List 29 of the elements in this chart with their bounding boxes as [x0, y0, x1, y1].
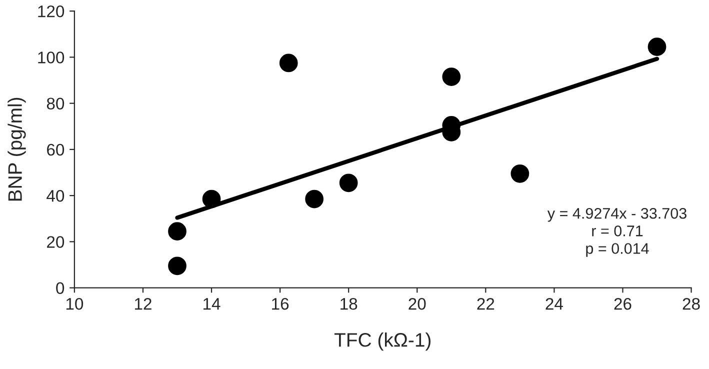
- y-tick-label: 120: [38, 5, 64, 18]
- x-tick-label: 24: [546, 298, 563, 310]
- point: [305, 190, 324, 208]
- x-tick-label: 16: [272, 298, 289, 310]
- point: [168, 222, 186, 240]
- point: [442, 68, 461, 86]
- annotation: y = 4.9274x - 33.703 r = 0.71 p = 0.014: [547, 208, 686, 257]
- point: [510, 164, 530, 183]
- x-tick-label: 12: [134, 298, 152, 310]
- point: [648, 38, 666, 56]
- y-tick-label: 40: [46, 190, 64, 202]
- y-tick-label: 100: [38, 52, 64, 64]
- y-axis-title: BNP (pg/ml): [8, 98, 26, 201]
- point: [202, 190, 221, 208]
- x-tick-label: 20: [408, 298, 426, 310]
- x-axis-title: TFC (kΩ-1): [334, 332, 431, 351]
- point: [339, 174, 358, 192]
- point: [168, 256, 186, 276]
- x-tick-label: 10: [66, 298, 84, 310]
- y-tick-label: 20: [47, 236, 64, 248]
- x-tick-label: 26: [614, 298, 632, 310]
- y-tick-label: 60: [47, 144, 64, 156]
- y-tick-label: 80: [46, 98, 64, 110]
- x-tick-label: 18: [340, 298, 358, 310]
- y-tick-label: 0: [56, 282, 64, 294]
- x-tick-label: 28: [682, 298, 700, 310]
- x-tick-label: 22: [477, 298, 494, 310]
- point: [279, 54, 298, 72]
- x-tick-label: 14: [204, 298, 220, 310]
